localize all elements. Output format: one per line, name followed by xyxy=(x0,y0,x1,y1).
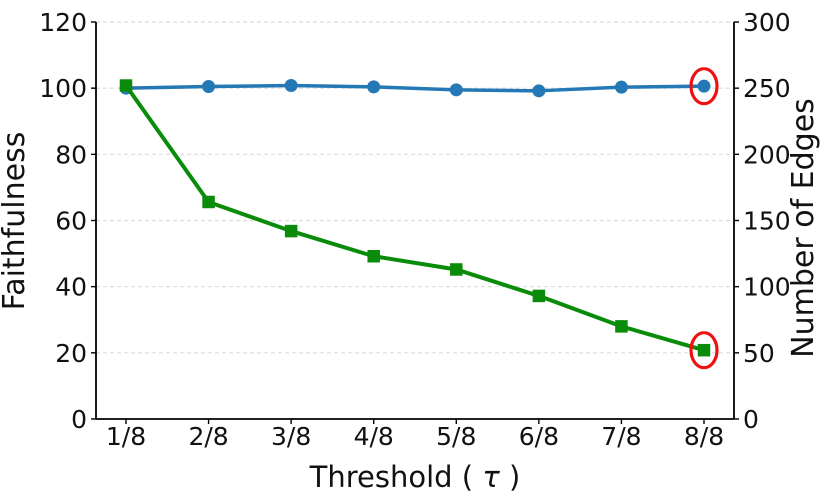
faithfulness-marker xyxy=(449,83,463,97)
faithfulness-marker xyxy=(697,79,711,93)
number-of-edges-marker xyxy=(119,79,133,92)
right-axis-tick-label: 200 xyxy=(743,140,791,169)
number-of-edges-marker xyxy=(615,320,628,333)
highlight-ellipse xyxy=(689,331,719,370)
right-axis-tick-label: 150 xyxy=(743,207,791,236)
faithfulness-line xyxy=(124,83,706,93)
x-axis-tick-label: 1/8 xyxy=(106,422,146,451)
faithfulness-marker xyxy=(614,80,628,94)
x-axis-title-prefix: Threshold ( xyxy=(309,460,473,494)
faithfulness-marker xyxy=(202,80,216,94)
plot-layer: 0 20 40 60 80 100 120 0 50 100 150 200 250 300 1/8 2/8 3… xyxy=(39,8,790,451)
number-of-edges-marker xyxy=(202,195,215,209)
number-of-edges-marker xyxy=(697,343,711,357)
x-axis-title: Threshold ( τ ) xyxy=(309,460,521,494)
left-axis-tick-label: 100 xyxy=(39,74,87,103)
highlight-ellipse xyxy=(689,67,719,106)
x-axis-tick-label: 7/8 xyxy=(601,422,641,451)
number-of-edges-marker xyxy=(450,263,463,276)
right-axis-tick-label: 300 xyxy=(743,8,791,37)
faithfulness-marker xyxy=(367,80,381,94)
x-axis-tick-label: 4/8 xyxy=(354,422,394,451)
x-axis-tick-label: 3/8 xyxy=(271,422,311,451)
right-axis-tick-label: 50 xyxy=(743,339,775,368)
faithfulness-marker xyxy=(284,79,298,93)
right-axis-tick-label: 100 xyxy=(743,273,791,302)
left-axis-tick-label: 0 xyxy=(71,405,87,434)
left-axis-tick-label: 80 xyxy=(55,140,87,169)
right-axis-tick-label: 250 xyxy=(743,74,791,103)
number-of-edges-marker xyxy=(532,289,546,303)
number-of-edges-line xyxy=(124,83,706,353)
x-axis-tick-label: 5/8 xyxy=(436,422,476,451)
left-axis-tick-label: 20 xyxy=(55,339,87,368)
number-of-edges-marker xyxy=(284,224,298,238)
left-axis-title: Faithfulness xyxy=(0,132,32,311)
x-axis-title-tau-symbol: τ xyxy=(482,460,500,494)
faithfulness-marker xyxy=(532,84,546,98)
x-axis-tick-label: 8/8 xyxy=(684,422,724,451)
number-of-edges-marker xyxy=(367,249,380,263)
right-axis-tick-label: 0 xyxy=(743,405,759,434)
x-axis-tick-label: 6/8 xyxy=(519,422,559,451)
x-axis-title-suffix: ) xyxy=(509,460,520,494)
right-axis-title: Number of Edges xyxy=(786,98,821,358)
left-axis-tick-label: 60 xyxy=(55,207,87,236)
left-axis-tick-label: 120 xyxy=(39,8,87,37)
left-axis-tick-label: 40 xyxy=(55,273,87,302)
x-axis-tick-label: 2/8 xyxy=(188,422,228,451)
